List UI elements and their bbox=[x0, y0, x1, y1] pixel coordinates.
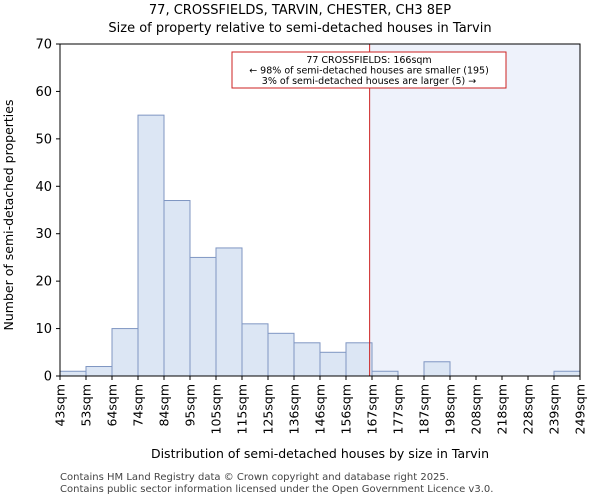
x-tick-label: 53sqm bbox=[79, 384, 94, 427]
histogram-bar bbox=[423, 361, 451, 377]
histogram-bar bbox=[319, 351, 347, 377]
x-tick-label: 115sqm bbox=[235, 384, 250, 434]
x-tick-label: 74sqm bbox=[131, 384, 146, 427]
y-tick-label: 40 bbox=[35, 180, 52, 195]
x-tick-label: 156sqm bbox=[339, 384, 354, 434]
x-axis-label: Distribution of semi-detached houses by … bbox=[151, 446, 489, 461]
x-tick-label: 249sqm bbox=[573, 384, 588, 434]
histogram-bar bbox=[553, 370, 581, 377]
annotation-title: 77 CROSSFIELDS: 166sqm bbox=[306, 55, 431, 66]
x-tick-label: 84sqm bbox=[157, 384, 172, 427]
y-tick-label: 50 bbox=[35, 132, 52, 147]
footer-licence: Contains public sector information licen… bbox=[60, 484, 494, 495]
y-tick-label: 10 bbox=[35, 322, 52, 337]
histogram-bar bbox=[111, 328, 139, 377]
histogram-bar bbox=[267, 332, 295, 377]
x-tick-label: 239sqm bbox=[547, 384, 562, 434]
highlight-region bbox=[369, 44, 580, 376]
chart-title: 77, CROSSFIELDS, TARVIN, CHESTER, CH3 8E… bbox=[149, 3, 451, 18]
x-tick-label: 43sqm bbox=[53, 384, 68, 427]
x-tick-label: 177sqm bbox=[391, 384, 406, 434]
x-tick-label: 95sqm bbox=[183, 384, 198, 427]
annotation-smaller: ← 98% of semi-detached houses are smalle… bbox=[249, 66, 489, 77]
histogram-bar bbox=[59, 370, 87, 377]
y-tick-label: 60 bbox=[35, 85, 52, 100]
x-tick-label: 167sqm bbox=[365, 384, 380, 434]
x-tick-label: 218sqm bbox=[495, 384, 510, 434]
annotation-box bbox=[231, 51, 507, 89]
x-tick-label: 187sqm bbox=[417, 384, 432, 434]
annotation-larger: 3% of semi-detached houses are larger (5… bbox=[262, 76, 476, 87]
x-tick-label: 105sqm bbox=[209, 384, 224, 434]
histogram-bar bbox=[371, 370, 399, 377]
histogram-bar bbox=[345, 342, 373, 377]
x-tick-label: 228sqm bbox=[521, 384, 536, 434]
histogram-bar bbox=[189, 256, 217, 377]
histogram-bar bbox=[85, 366, 113, 377]
y-tick-label: 0 bbox=[44, 370, 52, 385]
x-tick-label: 64sqm bbox=[105, 384, 120, 427]
y-axis-label: Number of semi-detached properties bbox=[1, 100, 16, 331]
y-tick-label: 30 bbox=[35, 227, 52, 242]
x-tick-label: 136sqm bbox=[287, 384, 302, 434]
histogram-bar bbox=[215, 247, 243, 377]
y-tick-label: 20 bbox=[35, 275, 52, 290]
x-tick-label: 208sqm bbox=[469, 384, 484, 434]
chart-subtitle: Size of property relative to semi-detach… bbox=[108, 21, 491, 36]
histogram-bar bbox=[293, 342, 321, 377]
histogram-bar bbox=[241, 323, 269, 377]
x-tick-label: 146sqm bbox=[313, 384, 328, 434]
x-tick-label: 198sqm bbox=[443, 384, 458, 434]
x-tick-label: 125sqm bbox=[261, 384, 276, 434]
histogram-bar bbox=[137, 114, 165, 377]
footer-copyright: Contains HM Land Registry data © Crown c… bbox=[60, 472, 449, 483]
histogram-bar bbox=[163, 200, 191, 377]
y-tick-label: 70 bbox=[35, 38, 52, 53]
